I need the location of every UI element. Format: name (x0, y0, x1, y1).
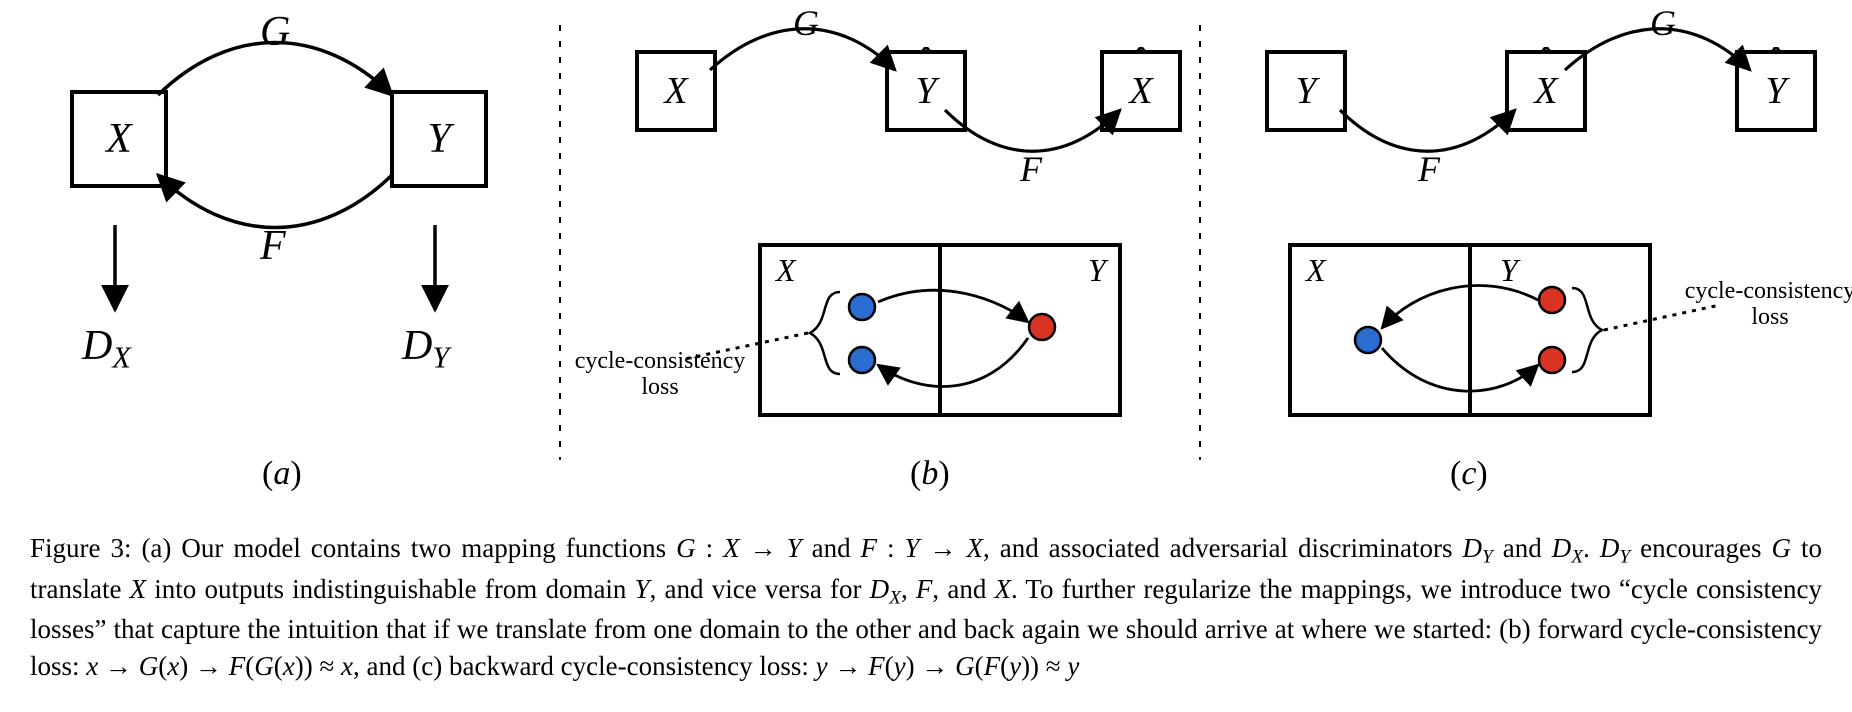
box-Yhat-b: Y (885, 50, 967, 132)
label-bigY-b: Y (1088, 252, 1106, 289)
box-Y-c: Y (1265, 50, 1347, 132)
box-X-b: X (635, 50, 717, 132)
label-F-b: F (1020, 148, 1042, 190)
label-DX: DX (82, 322, 131, 375)
loss-label-b: cycle-consistencyloss (560, 348, 760, 401)
figure-caption: Figure 3: (a) Our model contains two map… (30, 530, 1822, 684)
label-bigX-c: X (1306, 252, 1326, 289)
box-Xhat-c: X (1505, 50, 1587, 132)
label-F-a: F (260, 222, 286, 270)
label-X: X (106, 115, 132, 163)
label-Y: Y (427, 115, 450, 163)
box-Yhat-c: Y (1735, 50, 1817, 132)
panel-c-label: (c) (1450, 455, 1488, 493)
label-bigX-b: X (776, 252, 796, 289)
figure-3: X Y G F DX DY ((a)a) X Y X G F X Y cycle… (0, 0, 1852, 712)
label-F-c: F (1418, 148, 1440, 190)
panel-b-label: (b) (910, 455, 950, 493)
label-bigY-c: Y (1500, 252, 1518, 289)
panel-a-label: ((a)a) (262, 455, 302, 493)
box-Y-a: Y (390, 90, 488, 188)
label-G-c: G (1650, 2, 1676, 44)
loss-label-c: cycle-consistencyloss (1680, 278, 1852, 331)
label-G-b: G (793, 2, 819, 44)
label-DY: DY (402, 322, 449, 375)
label-G-a: G (260, 8, 290, 56)
box-X-a: X (70, 90, 168, 188)
box-Xhat-b: X (1100, 50, 1182, 132)
